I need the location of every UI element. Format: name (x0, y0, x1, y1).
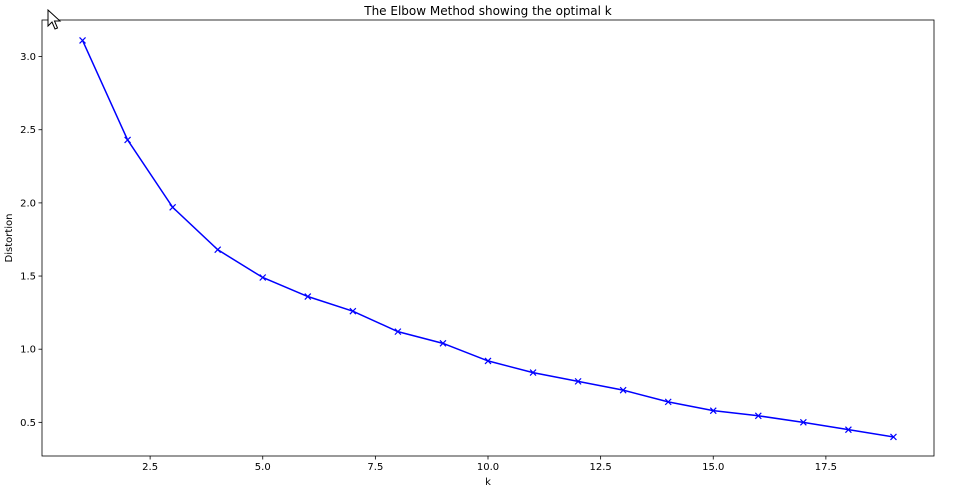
data-point-marker (664, 398, 672, 406)
data-point-marker (124, 136, 132, 144)
data-point-marker (844, 426, 852, 434)
y-tick-label: 1.5 (20, 272, 36, 283)
data-point-marker (439, 339, 447, 347)
y-tick-label: 0.5 (20, 418, 36, 429)
x-tick-label: 10.0 (477, 462, 499, 473)
x-tick-label: 5.0 (255, 462, 271, 473)
y-tick-label: 3.0 (20, 52, 36, 63)
mouse-cursor-icon (47, 9, 62, 30)
x-tick-label: 12.5 (589, 462, 611, 473)
y-tick-label: 1.0 (20, 345, 36, 356)
x-tick-label: 17.5 (815, 462, 837, 473)
data-point-marker (349, 307, 357, 315)
chart-title: The Elbow Method showing the optimal k (363, 4, 612, 18)
data-point-marker (619, 386, 627, 394)
y-tick-label: 2.0 (20, 198, 36, 209)
data-point-marker (709, 407, 717, 415)
x-axis-ticks: 2.5 5.0 7.5 10.0 12.5 15.0 17.5 (142, 456, 837, 473)
data-point-marker (799, 418, 807, 426)
series-layer (79, 37, 897, 441)
x-axis-label: k (485, 477, 491, 488)
data-point-marker (79, 37, 86, 44)
data-point-marker (484, 357, 492, 365)
data-point-marker (259, 274, 267, 281)
plot-area (41, 19, 935, 457)
data-point-marker (214, 246, 222, 254)
x-tick-label: 2.5 (142, 462, 158, 473)
data-point-marker (574, 377, 582, 385)
x-tick-label: 15.0 (702, 462, 724, 473)
data-point-marker (394, 328, 402, 336)
y-axis-label: Distortion (4, 214, 15, 263)
data-point-marker (529, 369, 537, 377)
data-point-marker (754, 412, 762, 420)
y-tick-label: 2.5 (20, 125, 36, 136)
data-point-marker (890, 433, 897, 441)
data-point-marker (169, 203, 177, 211)
x-tick-label: 7.5 (367, 462, 383, 473)
data-point-marker (304, 293, 312, 300)
y-axis-ticks: 0.5 1.0 1.5 2.0 2.5 3.0 (20, 52, 42, 429)
